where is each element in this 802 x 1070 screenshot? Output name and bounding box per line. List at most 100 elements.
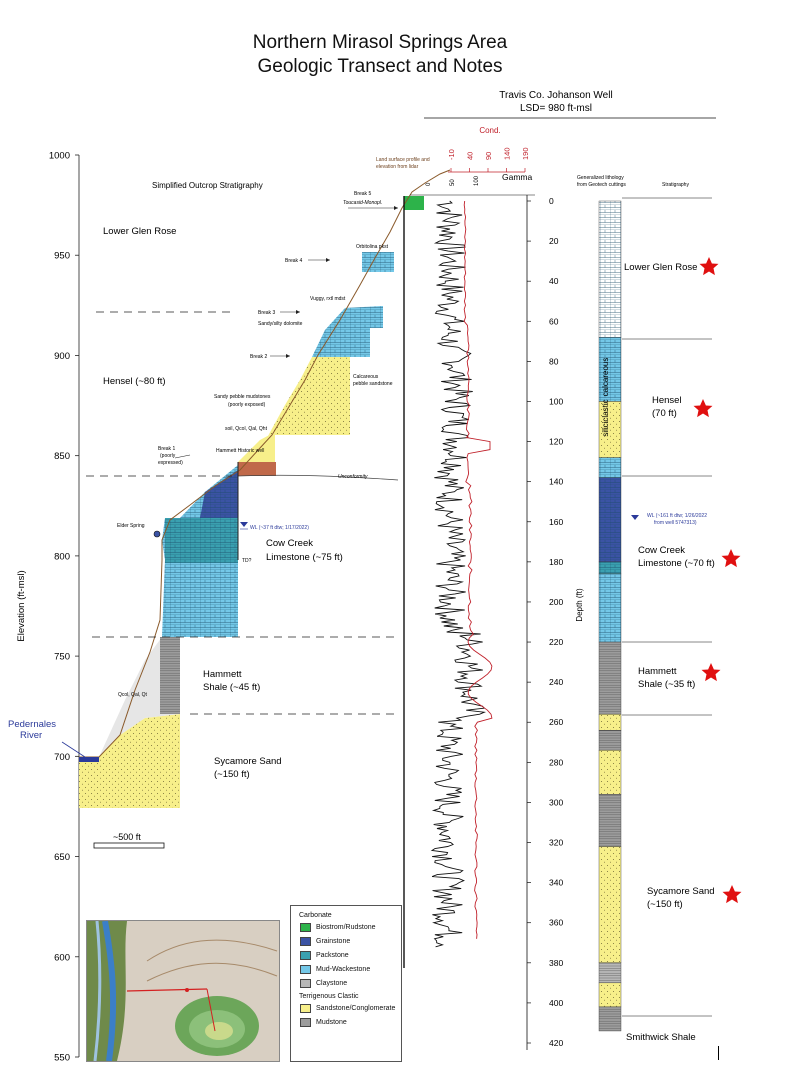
legend-item: Grainstone — [300, 937, 401, 946]
svg-text:Limestone (~70 ft): Limestone (~70 ft) — [638, 558, 715, 569]
strat-unit-smithwick: Smithwick Shale — [626, 1032, 696, 1043]
legend-swatch — [300, 923, 311, 932]
svg-text:WL (~37 ft dtw; 1/17/2022): WL (~37 ft dtw; 1/17/2022) — [250, 525, 309, 531]
elevation-tick-label: 700 — [54, 752, 70, 763]
elevation-tick-label: 900 — [54, 351, 70, 362]
depth-tick-label: 420 — [549, 1038, 563, 1048]
svg-text:Limestone (~75 ft): Limestone (~75 ft) — [266, 552, 343, 563]
svg-text:Sandy pebble mudstones: Sandy pebble mudstones — [214, 394, 271, 400]
depth-tick-label: 100 — [549, 396, 563, 406]
svg-text:(poorly: (poorly — [160, 453, 176, 459]
depth-tick-label: 260 — [549, 717, 563, 727]
legend-carbonate-heading: Carbonate — [299, 912, 332, 919]
depth-tick-label: 0 — [549, 196, 554, 206]
svg-text:Break 2: Break 2 — [250, 354, 267, 360]
elevation-tick-label: 650 — [54, 852, 70, 863]
depth-tick-label: 280 — [549, 757, 563, 767]
lithology-column: Generalized lithology from Geotech cutti… — [577, 175, 742, 1043]
cond-tick-label: 140 — [503, 147, 512, 160]
svg-text:Hammett Historic well: Hammett Historic well — [216, 448, 264, 454]
legend-swatch — [300, 1004, 311, 1013]
elevation-tick-label: 1000 — [49, 151, 70, 162]
svg-text:(~150 ft): (~150 ft) — [214, 769, 250, 780]
cond-tick-label: -10 — [447, 149, 456, 160]
svg-text:Break 1: Break 1 — [158, 446, 175, 452]
legend-item: Claystone — [300, 979, 401, 988]
strat-unit-lower-glen-rose: Lower Glen Rose — [624, 262, 697, 273]
svg-text:Unconformity: Unconformity — [338, 474, 368, 480]
well-lsd: LSD= 980 ft-msl — [520, 103, 592, 114]
strat-unit-hammett: Hammett — [638, 666, 677, 677]
svg-text:Qcol, Qal, Qt: Qcol, Qal, Qt — [118, 692, 148, 698]
cond-axis-label: Cond. — [479, 126, 500, 135]
depth-tick-label: 200 — [549, 597, 563, 607]
legend: Carbonate Biostrom/Rudstone Grainstone P… — [290, 905, 402, 1062]
elevation-tick-label: 850 — [54, 451, 70, 462]
log-axes: Cond. -10 40 90 140 190 0 50 100 Gamma 0 20 40 60… — [410, 126, 584, 1050]
svg-text:Break 5: Break 5 — [354, 191, 371, 197]
depth-tick-label: 380 — [549, 958, 563, 968]
elevation-axis: 1000 950 900 850 800 750 700 650 600 550 Elevatio… — [16, 151, 80, 1064]
depth-tick-label: 160 — [549, 517, 563, 527]
cond-tick-label: 90 — [484, 152, 493, 160]
scale-bar-label: ~500 ft — [113, 832, 141, 842]
legend-swatch — [300, 979, 311, 988]
outcrop-unit-lower-glen-rose: Lower Glen Rose — [103, 226, 176, 237]
legend-terrigenous-heading: Terrigenous Clastic — [299, 993, 359, 1000]
depth-tick-label: 220 — [549, 637, 563, 647]
svg-text:from Geotech cuttings: from Geotech cuttings — [577, 182, 626, 188]
depth-tick-label: 320 — [549, 838, 563, 848]
depth-axis-label: Depth (ft) — [575, 588, 584, 622]
svg-text:(poorly exposed): (poorly exposed) — [228, 402, 266, 408]
outcrop-unit-hensel: Hensel (~80 ft) — [103, 376, 166, 387]
gamma-tick-label: 100 — [474, 175, 480, 186]
legend-item: Packstone — [300, 951, 401, 960]
star-icons — [693, 257, 742, 904]
svg-text:expressed): expressed) — [158, 460, 183, 466]
elevation-tick-label: 800 — [54, 551, 70, 562]
legend-item: Biostrom/Rudstone — [300, 923, 401, 932]
depth-tick-label: 240 — [549, 677, 563, 687]
scale-bar — [93, 842, 165, 849]
svg-text:from well 5747313): from well 5747313) — [654, 520, 697, 526]
depth-tick-label: 340 — [549, 878, 563, 888]
svg-text:Generalized lithology: Generalized lithology — [577, 175, 624, 181]
star-icon — [693, 399, 713, 418]
svg-text:Shale (~35 ft): Shale (~35 ft) — [638, 679, 695, 690]
legend-swatch — [300, 965, 311, 974]
depth-tick-label: 20 — [549, 236, 559, 246]
svg-text:Elder Spring: Elder Spring — [117, 523, 145, 529]
spring-icon — [153, 530, 161, 538]
svg-text:soil, Qcol, Qal, Qht: soil, Qcol, Qal, Qht — [225, 426, 268, 432]
svg-text:Toucasid-Monopl.: Toucasid-Monopl. — [343, 200, 382, 206]
star-icon — [721, 549, 741, 568]
depth-tick-label: 180 — [549, 557, 563, 567]
svg-text:Break 3: Break 3 — [258, 310, 275, 316]
svg-text:calcareous: calcareous — [601, 358, 610, 397]
outcrop-unit-cow-creek: Cow Creek — [266, 538, 313, 549]
svg-text:Calcareous: Calcareous — [353, 374, 379, 380]
gamma-axis-label: Gamma — [502, 172, 533, 182]
svg-text:Shale (~45 ft): Shale (~45 ft) — [203, 682, 260, 693]
svg-text:WL (~161 ft dtw; 1/26/2022: WL (~161 ft dtw; 1/26/2022 — [647, 513, 707, 519]
strat-unit-hensel: Hensel — [652, 395, 682, 406]
river-icon — [79, 757, 99, 762]
elevation-tick-label: 750 — [54, 652, 70, 663]
svg-text:Land surface profile and: Land surface profile and — [376, 157, 430, 163]
star-icon — [722, 885, 742, 904]
depth-tick-label: 40 — [549, 276, 559, 286]
title-line-1: Northern Mirasol Springs Area — [252, 32, 508, 53]
hammett-shale-outcrop — [99, 637, 180, 757]
svg-text:Orbitolina pkst: Orbitolina pkst — [356, 244, 389, 250]
svg-text:Sandy/silty dolomite: Sandy/silty dolomite — [258, 321, 303, 327]
depth-tick-label: 120 — [549, 437, 563, 447]
svg-text:(~150 ft): (~150 ft) — [647, 899, 683, 910]
outcrop-unit-sycamore: Sycamore Sand — [214, 756, 282, 767]
gamma-log-curve — [430, 200, 487, 948]
svg-text:(70 ft): (70 ft) — [652, 408, 677, 419]
svg-text:Vuggy, rxtl mdst: Vuggy, rxtl mdst — [310, 296, 346, 302]
well-name: Travis Co. Johanson Well — [499, 90, 612, 101]
legend-item: Sandstone/Conglomerate — [300, 1004, 401, 1013]
elevation-axis-label: Elevation (ft-msl) — [16, 570, 27, 641]
site-location-map — [86, 920, 280, 1062]
